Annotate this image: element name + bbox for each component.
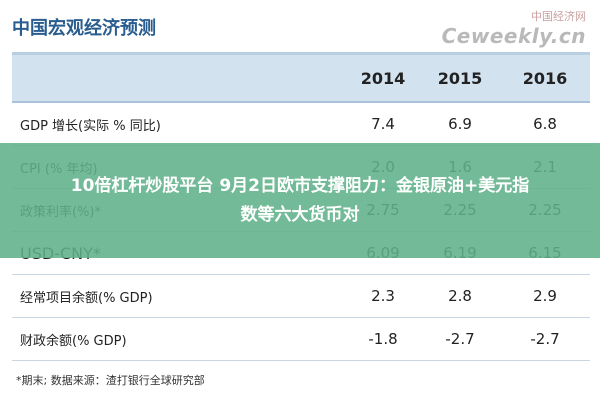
cell-value: 2.8 [448, 287, 472, 305]
row-label: GDP 增长(实际 % 同比) [20, 118, 161, 134]
banner[interactable]: 10倍杠杆炒股平台 9月2日欧市支撑阻力：金银原油+美元指数等六大货币对 [0, 143, 600, 258]
cell-value: 2.3 [371, 287, 395, 305]
logo-en: Ceweekly.cn [441, 24, 586, 48]
column-header: 2016 [522, 68, 568, 88]
row-label: 财政余额(% GDP) [20, 333, 127, 349]
cell-value: 7.4 [371, 115, 395, 133]
row-label: 经常项目余额(% GDP) [20, 290, 153, 306]
cell-value: -2.7 [530, 330, 560, 348]
table-row: 财政余额(% GDP) -1.8 -2.7 -2.7 [12, 318, 590, 361]
title: 中国宏观经济预测 [12, 18, 156, 39]
cell-value: 6.8 [533, 115, 557, 133]
cell-value: 2.9 [533, 287, 557, 305]
footnote: *期末; 数据来源：渣打银行全球研究部 [16, 374, 205, 387]
logo: 中国经济网 Ceweekly.cn [442, 8, 586, 48]
header-row: 2014 2015 2016 [12, 55, 590, 103]
table-row: 经常项目余额(% GDP) 2.3 2.8 2.9 [12, 275, 590, 318]
cell-value: 6.9 [448, 115, 472, 133]
cell-value: -2.7 [445, 330, 475, 348]
cell-value: -1.8 [368, 330, 398, 348]
table-row: GDP 增长(实际 % 同比) 7.4 6.9 6.8 [12, 103, 590, 146]
column-header: 2014 [360, 68, 406, 88]
column-header: 2015 [437, 68, 483, 88]
logo-cn: 中国经济网 [531, 10, 586, 23]
banner-text[interactable]: 10倍杠杆炒股平台 9月2日欧市支撑阻力：金银原油+美元指数等六大货币对 [70, 175, 530, 225]
